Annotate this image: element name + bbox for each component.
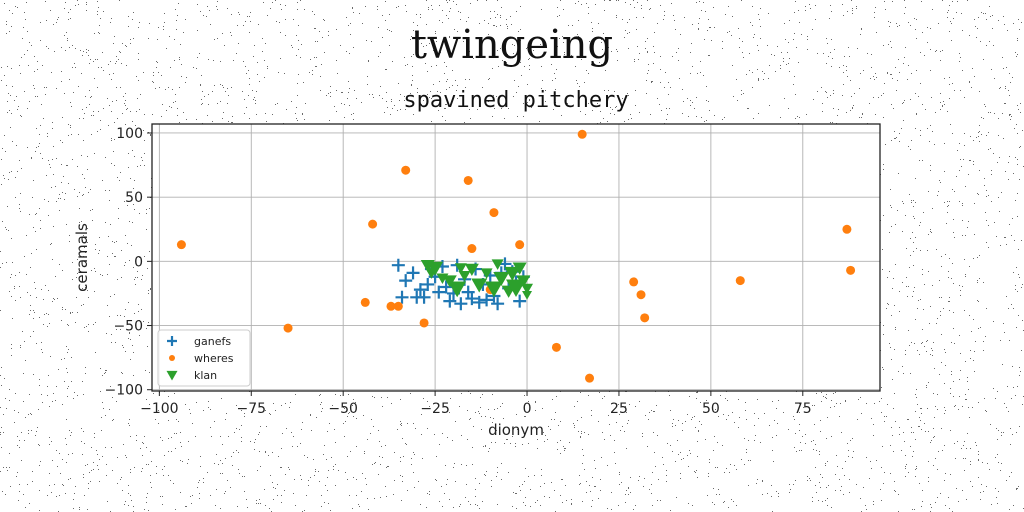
klan-point: [448, 281, 467, 298]
klan-point: [471, 278, 488, 293]
wheres-point: [636, 290, 646, 300]
series-layer: [176, 129, 856, 383]
klan-point: [493, 272, 510, 287]
wheres-point: [640, 313, 650, 323]
wheres-point: [176, 240, 186, 250]
ganefs-point: [491, 297, 505, 311]
wheres-point: [419, 318, 429, 328]
wheres-point: [846, 265, 856, 275]
x-axis-label: dionym: [488, 421, 544, 439]
ganefs-point: [439, 280, 453, 294]
wheres-point: [515, 240, 525, 250]
wheres-point: [842, 224, 852, 234]
legend-label-klan: klan: [194, 369, 217, 382]
y-tick-label: 0: [134, 254, 143, 270]
x-tick-label: −100: [140, 401, 178, 417]
ganefs-point: [410, 290, 424, 304]
ganefs-point: [443, 294, 457, 308]
figure-title: twingeing: [410, 22, 614, 68]
legend-marker-wheres: [169, 355, 175, 361]
legend-label-ganefs: ganefs: [194, 335, 231, 348]
x-tick-label: −25: [420, 401, 450, 417]
x-tick-label: 25: [610, 401, 628, 417]
wheres-point: [393, 301, 403, 311]
ganefs-point: [454, 297, 468, 311]
y-axis-label: ceramals: [73, 223, 91, 292]
klan-point: [516, 275, 531, 288]
ganefs-point: [465, 292, 479, 306]
wheres-point: [735, 276, 745, 286]
x-tick-label: −50: [328, 401, 358, 417]
klan-point: [458, 270, 471, 282]
ganefs-point: [513, 294, 527, 308]
y-tick-label: 100: [116, 126, 143, 142]
wheres-point: [401, 165, 411, 175]
wheres-point: [467, 244, 477, 254]
klan-point: [521, 283, 534, 295]
y-tick-label: 50: [125, 190, 143, 206]
series-klan: [420, 259, 534, 300]
ganefs-point: [480, 293, 494, 307]
wheres-point: [489, 208, 499, 218]
klan-point: [491, 259, 504, 270]
wheres-point: [577, 129, 587, 139]
legend-marker-ganefs: [167, 336, 177, 346]
wheres-point: [283, 323, 293, 333]
y-tick-label: −50: [113, 319, 143, 335]
wheres-point: [629, 277, 639, 287]
legend: ganefs wheres klan: [157, 329, 251, 387]
klan-point: [425, 268, 438, 279]
chart-title: spavined pitchery: [403, 88, 629, 113]
klan-point: [464, 263, 479, 277]
wheres-point: [368, 219, 378, 229]
klan-point: [480, 268, 493, 279]
legend-marker-klan: [166, 370, 178, 381]
plot-area-frame: [151, 123, 881, 392]
ganefs-point: [391, 258, 405, 272]
wheres-point: [585, 373, 595, 383]
wheres-point: [386, 301, 396, 311]
ganefs-point: [406, 266, 420, 280]
ganefs-point: [472, 295, 486, 309]
grid: [152, 124, 880, 391]
axis-ticks: −100 −75 −50 −25 0 25 50 75 −100 −50 0 50 100: [105, 126, 812, 417]
legend-label-wheres: wheres: [194, 352, 234, 365]
wheres-point: [551, 342, 561, 352]
klan-point: [522, 290, 533, 300]
klan-point: [484, 281, 503, 298]
ganefs-point: [399, 274, 413, 288]
klan-point: [512, 262, 527, 275]
plot-background: [152, 124, 880, 391]
wheres-point: [360, 297, 370, 307]
x-tick-label: 50: [702, 401, 720, 417]
ganefs-point: [395, 290, 409, 304]
x-tick-label: 0: [523, 401, 532, 417]
klan-point: [506, 279, 526, 298]
klan-point: [442, 275, 457, 288]
ganefs-point: [432, 285, 446, 299]
y-tick-label: −100: [105, 383, 143, 399]
wheres-point: [463, 175, 473, 185]
x-tick-label: 75: [794, 401, 812, 417]
klan-point: [454, 263, 467, 274]
klan-point: [504, 266, 521, 281]
ganefs-point: [413, 283, 427, 297]
x-tick-label: −75: [236, 401, 266, 417]
legend-box: [157, 329, 251, 387]
ganefs-point: [421, 277, 435, 291]
